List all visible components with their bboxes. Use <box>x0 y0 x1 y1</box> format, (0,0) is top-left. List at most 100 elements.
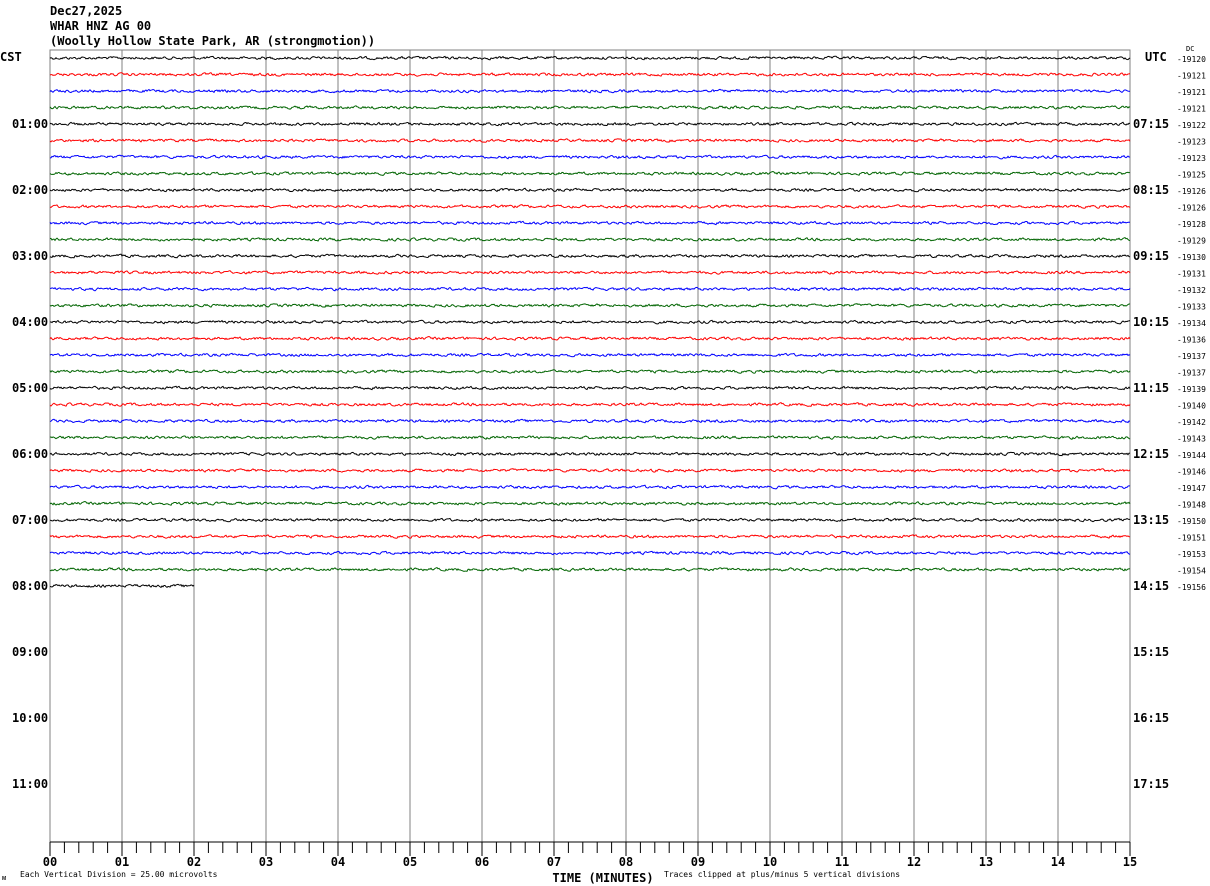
dc-offset-label: -19146 <box>1177 468 1206 477</box>
dc-offset-label: -19150 <box>1177 517 1206 526</box>
seismic-trace <box>49 154 1131 160</box>
right-hour-label: 14:15 <box>1133 579 1169 593</box>
dc-offset-label: -19130 <box>1177 253 1206 262</box>
seismic-trace <box>49 484 1131 490</box>
left-hour-label: 05:00 <box>12 381 48 395</box>
right-hour-label: 10:15 <box>1133 315 1169 329</box>
x-tick-label: 03 <box>259 855 273 869</box>
x-tick-label: 09 <box>691 855 705 869</box>
right-hour-label: 17:15 <box>1133 777 1169 791</box>
dc-offset-label: -19134 <box>1177 319 1206 328</box>
dc-offset-label: -19122 <box>1177 121 1206 130</box>
seismic-trace <box>49 187 1131 193</box>
x-tick-label: 06 <box>475 855 489 869</box>
dc-offset-label: -19137 <box>1177 352 1206 361</box>
dc-offset-label: -19126 <box>1177 204 1206 213</box>
right-hour-label: 13:15 <box>1133 513 1169 527</box>
seismic-trace <box>49 583 195 589</box>
seismic-trace <box>49 352 1131 358</box>
left-hour-label: 09:00 <box>12 645 48 659</box>
plot-frame <box>49 49 1131 843</box>
seismic-trace <box>49 72 1131 77</box>
station-location: (Woolly Hollow State Park, AR (strongmot… <box>50 34 376 48</box>
dc-offset-label: -19136 <box>1177 336 1206 345</box>
seismic-trace <box>49 204 1131 209</box>
right-hour-label: 07:15 <box>1133 117 1169 131</box>
seismic-trace <box>49 534 1131 539</box>
seismic-trace <box>49 286 1131 292</box>
left-hour-label: 07:00 <box>12 513 48 527</box>
left-hour-label: 06:00 <box>12 447 48 461</box>
seismic-trace <box>49 435 1131 440</box>
seismic-trace <box>49 468 1131 473</box>
left-hour-label: 03:00 <box>12 249 48 263</box>
right-hour-label: 11:15 <box>1133 381 1169 395</box>
seismic-trace <box>49 138 1131 143</box>
seismic-trace <box>49 319 1131 325</box>
dc-offset-label: -19131 <box>1177 270 1206 279</box>
dc-label: DC <box>1186 45 1194 53</box>
dc-offset-label: -19142 <box>1177 418 1206 427</box>
left-hour-label: 04:00 <box>12 315 48 329</box>
left-hour-label: 02:00 <box>12 183 48 197</box>
seismic-trace <box>49 121 1131 127</box>
right-hour-label: 12:15 <box>1133 447 1169 461</box>
dc-offset-label: -19128 <box>1177 220 1206 229</box>
x-tick-label: 15 <box>1123 855 1137 869</box>
seismic-trace <box>49 220 1131 226</box>
x-tick-label: 02 <box>187 855 201 869</box>
seismic-trace <box>49 253 1131 259</box>
clip-note: Traces clipped at plus/minus 5 vertical … <box>664 870 900 879</box>
seismic-trace <box>49 369 1131 374</box>
dc-offset-label: -19139 <box>1177 385 1206 394</box>
dc-offset-label: -19126 <box>1177 187 1206 196</box>
dc-offset-label: -19153 <box>1177 550 1206 559</box>
plot-date: Dec27,2025 <box>50 4 123 18</box>
dc-offset-label: -19121 <box>1177 88 1206 97</box>
x-tick-label: 01 <box>115 855 129 869</box>
x-tick-label: 04 <box>331 855 345 869</box>
seismic-trace <box>49 451 1131 457</box>
dc-offset-label: -19121 <box>1177 72 1206 81</box>
seismic-trace <box>49 517 1131 523</box>
x-tick-label: 07 <box>547 855 561 869</box>
x-tick-label: 14 <box>1051 855 1065 869</box>
left-hour-label: 01:00 <box>12 117 48 131</box>
dc-offset-label: -19148 <box>1177 501 1206 510</box>
seismic-trace <box>49 303 1131 308</box>
dc-offset-label: -19123 <box>1177 154 1206 163</box>
seismic-trace <box>49 105 1131 110</box>
right-hour-label: 16:15 <box>1133 711 1169 725</box>
right-hour-label: 09:15 <box>1133 249 1169 263</box>
x-tick-label: 08 <box>619 855 633 869</box>
dc-offset-label: -19156 <box>1177 583 1206 592</box>
dc-offset-label: -19132 <box>1177 286 1206 295</box>
seismic-trace <box>49 550 1131 556</box>
dc-offset-label: -19143 <box>1177 435 1206 444</box>
dc-offset-label: -19140 <box>1177 402 1206 411</box>
seismic-trace <box>49 171 1131 176</box>
right-hour-label: 08:15 <box>1133 183 1169 197</box>
dc-offset-label: -19154 <box>1177 567 1206 576</box>
right-timezone-label: UTC <box>1145 50 1167 64</box>
dc-offset-label: -19125 <box>1177 171 1206 180</box>
seismic-trace <box>49 418 1131 424</box>
x-tick-label: 11 <box>835 855 849 869</box>
seismic-trace <box>49 567 1131 572</box>
left-hour-label: 11:00 <box>12 777 48 791</box>
dc-offset-label: -19129 <box>1177 237 1206 246</box>
x-tick-label: 10 <box>763 855 777 869</box>
seismic-trace <box>49 55 1131 61</box>
dc-offset-label: -19151 <box>1177 534 1206 543</box>
dc-offset-label: -19121 <box>1177 105 1206 114</box>
seismic-trace <box>49 88 1131 94</box>
dc-offset-label: -19123 <box>1177 138 1206 147</box>
left-hour-label: 10:00 <box>12 711 48 725</box>
left-hour-label: 08:00 <box>12 579 48 593</box>
seismic-trace <box>49 270 1131 275</box>
dc-offset-label: -19120 <box>1177 55 1206 64</box>
dc-offset-label: -19137 <box>1177 369 1206 378</box>
x-tick-label: 00 <box>43 855 57 869</box>
scale-note: Each Vertical Division = 25.00 microvolt… <box>20 870 218 879</box>
